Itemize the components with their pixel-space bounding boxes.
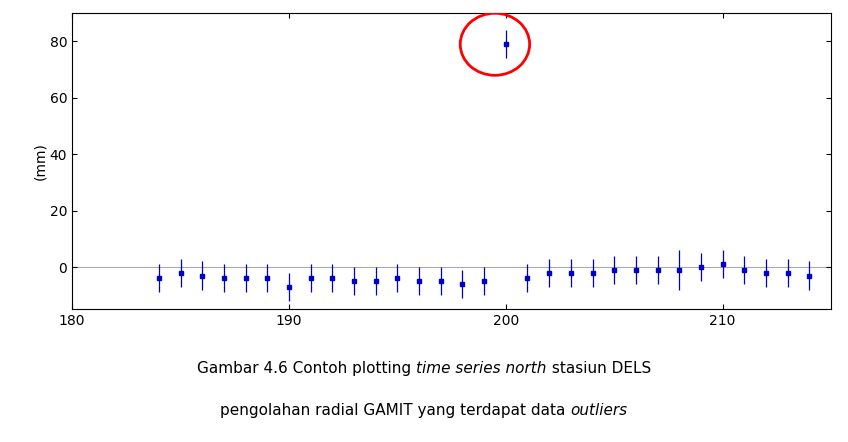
Y-axis label: (mm): (mm) [33, 142, 47, 180]
Text: Gambar 4.6 Contoh plotting: Gambar 4.6 Contoh plotting [198, 362, 416, 377]
Text: pengolahan radial GAMIT yang terdapat data: pengolahan radial GAMIT yang terdapat da… [220, 404, 571, 419]
Text: time series north: time series north [416, 362, 547, 377]
Text: stasiun DELS: stasiun DELS [547, 362, 650, 377]
Text: outliers: outliers [571, 404, 628, 419]
